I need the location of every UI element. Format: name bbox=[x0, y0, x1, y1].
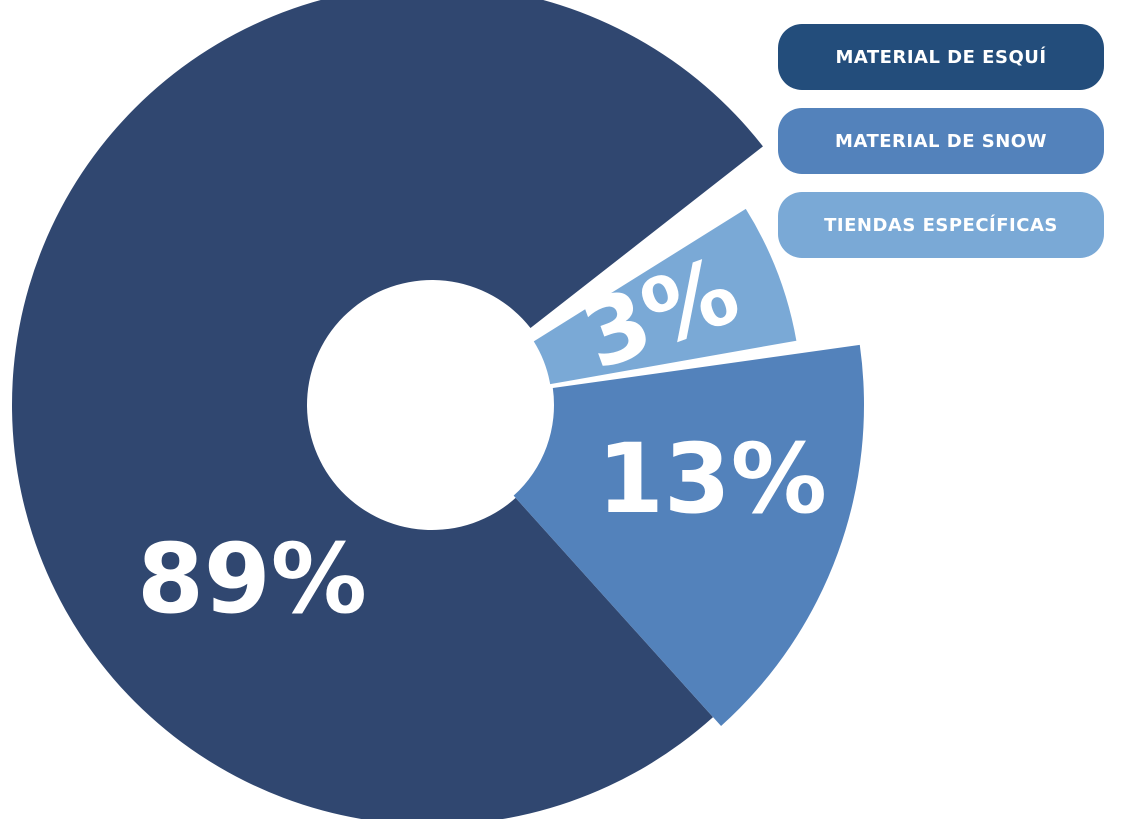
pie-slice-material-de-esqu- bbox=[12, 0, 763, 819]
legend-item-tiendas-especificas: TIENDAS ESPECÍFICAS bbox=[778, 192, 1104, 258]
pie-slice-material-de-snow bbox=[513, 344, 864, 727]
pie-slice-tiendas-espec-ficas bbox=[533, 208, 797, 385]
legend-item-material-de-snow: MATERIAL DE SNOW bbox=[778, 108, 1104, 174]
slice-value-label: 13% bbox=[597, 423, 827, 535]
slice-value-label: 89% bbox=[137, 523, 367, 635]
pie-slices bbox=[12, 0, 864, 819]
legend-label: MATERIAL DE ESQUÍ bbox=[835, 46, 1047, 68]
legend-label: TIENDAS ESPECÍFICAS bbox=[824, 214, 1058, 236]
legend: MATERIAL DE ESQUÍ MATERIAL DE SNOW TIEND… bbox=[778, 24, 1104, 276]
legend-item-material-de-esqui: MATERIAL DE ESQUÍ bbox=[778, 24, 1104, 90]
legend-label: MATERIAL DE SNOW bbox=[835, 130, 1047, 152]
